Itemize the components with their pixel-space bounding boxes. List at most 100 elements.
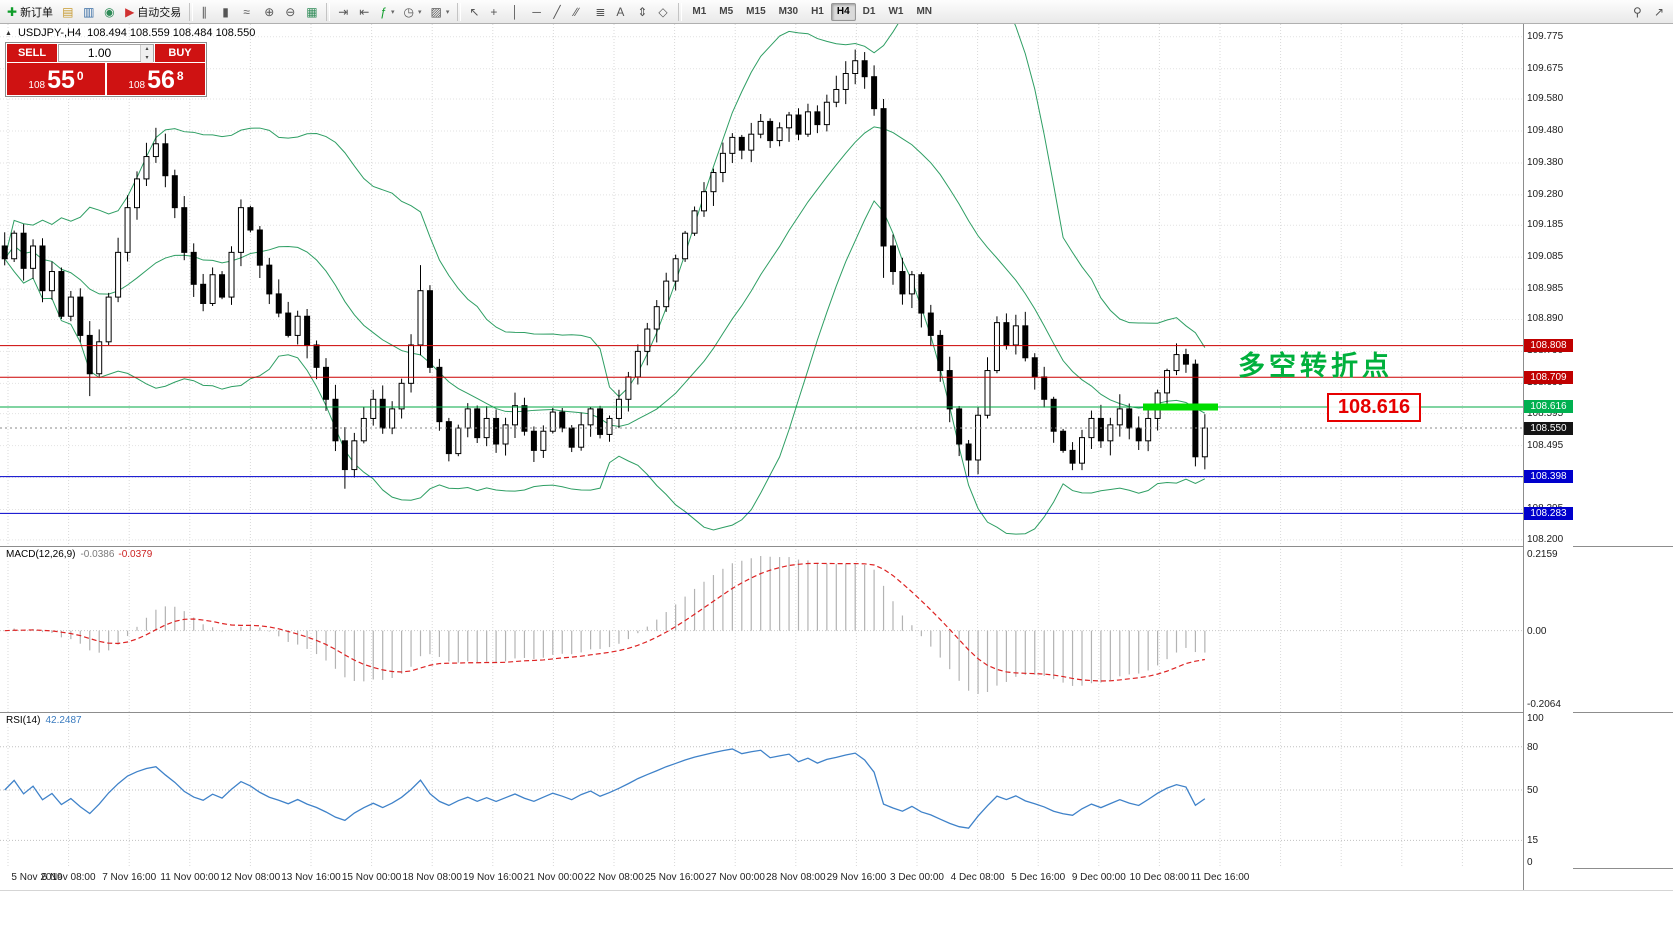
periods-button[interactable]: ◷ ▾ (400, 2, 426, 22)
sell-price-button[interactable]: 108 55 0 (7, 63, 105, 95)
fibonacci-icon: ≣ (595, 4, 606, 19)
horizontal-line-button[interactable]: ─ (528, 2, 548, 22)
price-level-box-annotation[interactable]: 108.616 (1327, 393, 1421, 422)
cursor-button[interactable]: ↖ (465, 2, 485, 22)
price-axis[interactable]: 109.775 109.675 109.580 109.480 109.380 109.2… (1523, 24, 1573, 890)
arrows-tool-button[interactable]: ⇕ (633, 2, 653, 22)
turning-point-annotation[interactable]: 多空转折点 (1238, 351, 1393, 381)
navigator-button[interactable]: ◉ (100, 2, 120, 22)
timeframe-m15-button[interactable]: M15 (746, 6, 766, 17)
panel-separator-macd[interactable] (0, 546, 1673, 547)
time-label: 9 Dec 00:00 (1071, 872, 1126, 883)
timeframe-m5-button[interactable]: M5 (719, 6, 734, 17)
tile-windows-button[interactable]: ▦ (302, 2, 322, 22)
rsi-label: RSI(14) 42.2487 (4, 715, 84, 726)
channel-icon: ∕∕ (574, 4, 579, 19)
macd-signal-line (4, 562, 1205, 682)
time-label: 19 Nov 16:00 (463, 872, 523, 883)
time-label: 15 Nov 00:00 (341, 872, 402, 883)
text-tool-button[interactable]: A (612, 2, 632, 22)
timeframe-m30-button[interactable]: M30 (778, 6, 799, 17)
chart-bars-icon: ∥ (201, 4, 208, 19)
price-badge-108.616: 108.616 (1524, 400, 1573, 414)
time-label: 22 Nov 08:00 (584, 872, 644, 883)
price-axis-label: 109.675 (1527, 62, 1564, 74)
shapes-button[interactable]: ◇ (654, 2, 674, 22)
fibonacci-button[interactable]: ≣ (591, 2, 611, 22)
quick-search-button[interactable]: ⚲ (1629, 2, 1649, 22)
price-axis-label: 108.890 (1527, 313, 1564, 325)
sell-price-big: 55 (47, 66, 75, 94)
price-axis-label: 109.380 (1527, 156, 1564, 168)
timeframe-h4-button[interactable]: H4 (830, 2, 856, 21)
time-label: 5 Nov 2019 (11, 872, 63, 883)
chart-bars-button[interactable]: ∥ (197, 2, 217, 22)
time-axis[interactable]: 5 Nov 2019 6 Nov 08:00 7 Nov 16:00 11 Nov 0… (0, 868, 1523, 890)
panel-separator-rsi[interactable] (0, 712, 1673, 713)
macd-name: MACD(12,26,9) (6, 549, 76, 560)
timeframe-mn-button[interactable]: MN (916, 6, 933, 17)
buy-button[interactable]: BUY (155, 44, 205, 62)
sell-button[interactable]: SELL (7, 44, 57, 62)
level-lines-layer (0, 345, 1523, 514)
timeframe-d1-button[interactable]: D1 (862, 6, 876, 17)
autotrading-icon: ▶ (125, 4, 135, 19)
timeframe-h1-button[interactable]: H1 (811, 6, 824, 17)
volume-spinner: ▴ ▾ (140, 45, 153, 63)
macd-indicator-panel[interactable] (0, 546, 1523, 712)
tile-windows-icon: ▦ (306, 4, 318, 19)
rsi-name: RSI(14) (6, 715, 41, 726)
bollinger-lower-line (4, 200, 1206, 535)
timeframe-m1-button[interactable]: M1 (692, 6, 707, 17)
zoom-in-button[interactable]: ⊕ (260, 2, 280, 22)
zoom-out-button[interactable]: ⊖ (281, 2, 301, 22)
rsi-indicator-panel[interactable] (0, 712, 1523, 868)
data-window-button[interactable]: ▥ (79, 2, 99, 22)
new-order-button[interactable]: ✚ 新订单 (3, 2, 57, 22)
dropdown-arrow-icon: ▾ (417, 8, 422, 16)
buy-price-prefix: 108 (128, 80, 146, 91)
bollinger-middle-line (4, 126, 1206, 427)
macd-grid-layer (0, 546, 1523, 712)
buy-price-button[interactable]: 108 56 8 (107, 63, 205, 95)
chart-candles-button[interactable]: ▮ (218, 2, 238, 22)
zoom-out-icon: ⊖ (285, 4, 296, 19)
indicators-button[interactable]: ƒ ▾ (376, 2, 398, 22)
price-chart-panel[interactable] (0, 24, 1523, 546)
time-label: 29 Nov 16:00 (826, 872, 887, 883)
new-order-label: 新订单 (20, 6, 54, 19)
trendline-button[interactable]: ╱ (549, 2, 569, 22)
macd-histogram (13, 556, 1206, 694)
market-watch-button[interactable]: ▤ (58, 2, 78, 22)
price-badge-108.709: 108.709 (1524, 370, 1573, 384)
crosshair-button[interactable]: + (486, 2, 506, 22)
text-tool-icon: A (616, 4, 625, 19)
time-label: 27 Nov 00:00 (705, 872, 765, 883)
spin-down-icon[interactable]: ▾ (141, 54, 153, 63)
chart-shift-button[interactable]: ⇤ (355, 2, 375, 22)
buy-price-big: 56 (147, 66, 175, 94)
oneclick-collapse-icon[interactable]: ▲ (5, 29, 12, 37)
sell-price-pip: 0 (76, 69, 84, 83)
sell-price-prefix: 108 (28, 80, 46, 91)
auto-scroll-button[interactable]: ⇥ (334, 2, 354, 22)
templates-button[interactable]: ▨ ▾ (427, 2, 454, 22)
time-label: 28 Nov 08:00 (766, 872, 826, 883)
macd-signal-value: -0.0379 (118, 549, 153, 560)
pointer-mode-button[interactable]: ↗ (1650, 2, 1670, 22)
trendline-icon: ╱ (553, 4, 561, 19)
chart-line-button[interactable]: ≈ (239, 2, 259, 22)
vertical-line-button[interactable]: │ (507, 2, 527, 22)
market-watch-icon: ▤ (62, 4, 74, 19)
price-axis-label: 109.480 (1527, 124, 1564, 136)
time-label: 18 Nov 08:00 (402, 872, 462, 883)
rsi-axis-label: 50 (1527, 785, 1539, 796)
channel-button[interactable]: ∕∕ (570, 2, 590, 22)
dropdown-arrow-icon: ▾ (445, 8, 450, 16)
timeframe-w1-button[interactable]: W1 (888, 6, 904, 17)
crosshair-icon: + (490, 4, 498, 19)
spin-up-icon[interactable]: ▴ (141, 45, 153, 54)
autotrading-button[interactable]: ▶ 自动交易 (121, 2, 185, 22)
volume-input[interactable] (59, 45, 140, 61)
